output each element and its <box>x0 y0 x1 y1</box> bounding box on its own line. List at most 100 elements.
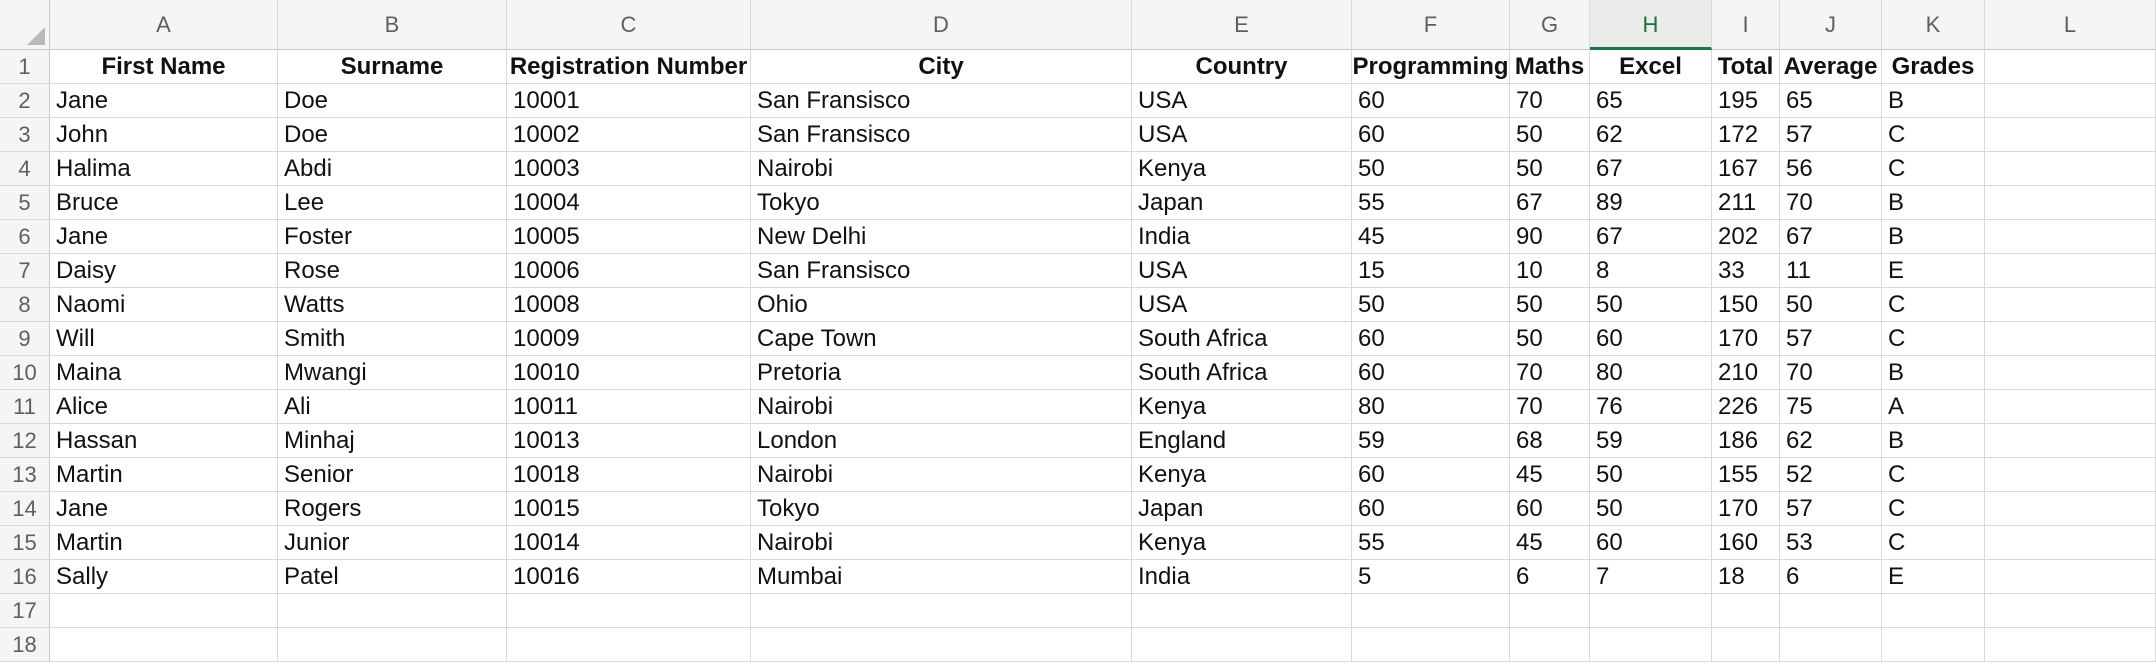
table-cell-b6[interactable]: Foster <box>278 220 507 254</box>
table-cell-b2[interactable]: Doe <box>278 84 507 118</box>
table-cell-b12[interactable]: Minhaj <box>278 424 507 458</box>
column-header-a[interactable]: A <box>50 0 278 50</box>
table-cell-e14[interactable]: Japan <box>1132 492 1352 526</box>
table-cell-b3[interactable]: Doe <box>278 118 507 152</box>
column-header-k[interactable]: K <box>1882 0 1985 50</box>
table-cell-a16[interactable]: Sally <box>50 560 278 594</box>
table-cell-f16[interactable]: 5 <box>1352 560 1510 594</box>
row-header-14[interactable]: 14 <box>0 492 50 526</box>
row-header-4[interactable]: 4 <box>0 152 50 186</box>
column-header-d[interactable]: D <box>751 0 1132 50</box>
table-cell-a3[interactable]: John <box>50 118 278 152</box>
table-cell-i16[interactable]: 18 <box>1712 560 1780 594</box>
table-cell-e2[interactable]: USA <box>1132 84 1352 118</box>
table-cell-g9[interactable]: 50 <box>1510 322 1590 356</box>
table-cell-f6[interactable]: 45 <box>1352 220 1510 254</box>
table-cell-a18[interactable] <box>50 628 278 662</box>
table-cell-f15[interactable]: 55 <box>1352 526 1510 560</box>
table-cell-e4[interactable]: Kenya <box>1132 152 1352 186</box>
row-header-8[interactable]: 8 <box>0 288 50 322</box>
table-cell-g8[interactable]: 50 <box>1510 288 1590 322</box>
table-cell-l3[interactable] <box>1985 118 2156 152</box>
table-cell-c5[interactable]: 10004 <box>507 186 751 220</box>
table-cell-e8[interactable]: USA <box>1132 288 1352 322</box>
table-cell-c2[interactable]: 10001 <box>507 84 751 118</box>
table-cell-i2[interactable]: 195 <box>1712 84 1780 118</box>
table-cell-a7[interactable]: Daisy <box>50 254 278 288</box>
table-cell-a2[interactable]: Jane <box>50 84 278 118</box>
table-cell-e11[interactable]: Kenya <box>1132 390 1352 424</box>
table-cell-d3[interactable]: San Fransisco <box>751 118 1132 152</box>
header-cell-c[interactable]: Registration Number <box>507 50 751 84</box>
table-cell-g4[interactable]: 50 <box>1510 152 1590 186</box>
header-cell-g[interactable]: Maths <box>1510 50 1590 84</box>
table-cell-l16[interactable] <box>1985 560 2156 594</box>
row-header-13[interactable]: 13 <box>0 458 50 492</box>
table-cell-g16[interactable]: 6 <box>1510 560 1590 594</box>
column-header-b[interactable]: B <box>278 0 507 50</box>
table-cell-l5[interactable] <box>1985 186 2156 220</box>
table-cell-i10[interactable]: 210 <box>1712 356 1780 390</box>
table-cell-i12[interactable]: 186 <box>1712 424 1780 458</box>
table-cell-h14[interactable]: 50 <box>1590 492 1712 526</box>
table-cell-k11[interactable]: A <box>1882 390 1985 424</box>
table-cell-h12[interactable]: 59 <box>1590 424 1712 458</box>
column-header-c[interactable]: C <box>507 0 751 50</box>
table-cell-d5[interactable]: Tokyo <box>751 186 1132 220</box>
table-cell-c18[interactable] <box>507 628 751 662</box>
table-cell-k17[interactable] <box>1882 594 1985 628</box>
table-cell-a4[interactable]: Halima <box>50 152 278 186</box>
table-cell-j7[interactable]: 11 <box>1780 254 1882 288</box>
table-cell-l7[interactable] <box>1985 254 2156 288</box>
table-cell-k4[interactable]: C <box>1882 152 1985 186</box>
table-cell-g3[interactable]: 50 <box>1510 118 1590 152</box>
table-cell-c10[interactable]: 10010 <box>507 356 751 390</box>
table-cell-l13[interactable] <box>1985 458 2156 492</box>
table-cell-l14[interactable] <box>1985 492 2156 526</box>
table-cell-g17[interactable] <box>1510 594 1590 628</box>
table-cell-h18[interactable] <box>1590 628 1712 662</box>
column-header-l[interactable]: L <box>1985 0 2156 50</box>
table-cell-c17[interactable] <box>507 594 751 628</box>
table-cell-h16[interactable]: 7 <box>1590 560 1712 594</box>
table-cell-b9[interactable]: Smith <box>278 322 507 356</box>
table-cell-i14[interactable]: 170 <box>1712 492 1780 526</box>
table-cell-d15[interactable]: Nairobi <box>751 526 1132 560</box>
table-cell-f7[interactable]: 15 <box>1352 254 1510 288</box>
header-cell-f[interactable]: Programming <box>1352 50 1510 84</box>
table-cell-g13[interactable]: 45 <box>1510 458 1590 492</box>
table-cell-l4[interactable] <box>1985 152 2156 186</box>
header-cell-l[interactable] <box>1985 50 2156 84</box>
table-cell-c4[interactable]: 10003 <box>507 152 751 186</box>
table-cell-b8[interactable]: Watts <box>278 288 507 322</box>
table-cell-e17[interactable] <box>1132 594 1352 628</box>
table-cell-e12[interactable]: England <box>1132 424 1352 458</box>
row-header-9[interactable]: 9 <box>0 322 50 356</box>
table-cell-l11[interactable] <box>1985 390 2156 424</box>
table-cell-c16[interactable]: 10016 <box>507 560 751 594</box>
table-cell-g12[interactable]: 68 <box>1510 424 1590 458</box>
table-cell-i5[interactable]: 211 <box>1712 186 1780 220</box>
table-cell-b11[interactable]: Ali <box>278 390 507 424</box>
table-cell-h8[interactable]: 50 <box>1590 288 1712 322</box>
table-cell-k5[interactable]: B <box>1882 186 1985 220</box>
table-cell-j17[interactable] <box>1780 594 1882 628</box>
table-cell-h5[interactable]: 89 <box>1590 186 1712 220</box>
table-cell-f18[interactable] <box>1352 628 1510 662</box>
table-cell-f3[interactable]: 60 <box>1352 118 1510 152</box>
table-cell-i17[interactable] <box>1712 594 1780 628</box>
table-cell-f4[interactable]: 50 <box>1352 152 1510 186</box>
table-cell-b13[interactable]: Senior <box>278 458 507 492</box>
table-cell-j15[interactable]: 53 <box>1780 526 1882 560</box>
table-cell-i13[interactable]: 155 <box>1712 458 1780 492</box>
table-cell-b5[interactable]: Lee <box>278 186 507 220</box>
table-cell-l2[interactable] <box>1985 84 2156 118</box>
header-cell-d[interactable]: City <box>751 50 1132 84</box>
table-cell-h9[interactable]: 60 <box>1590 322 1712 356</box>
table-cell-c7[interactable]: 10006 <box>507 254 751 288</box>
table-cell-k12[interactable]: B <box>1882 424 1985 458</box>
table-cell-e6[interactable]: India <box>1132 220 1352 254</box>
table-cell-l15[interactable] <box>1985 526 2156 560</box>
table-cell-i18[interactable] <box>1712 628 1780 662</box>
table-cell-j14[interactable]: 57 <box>1780 492 1882 526</box>
